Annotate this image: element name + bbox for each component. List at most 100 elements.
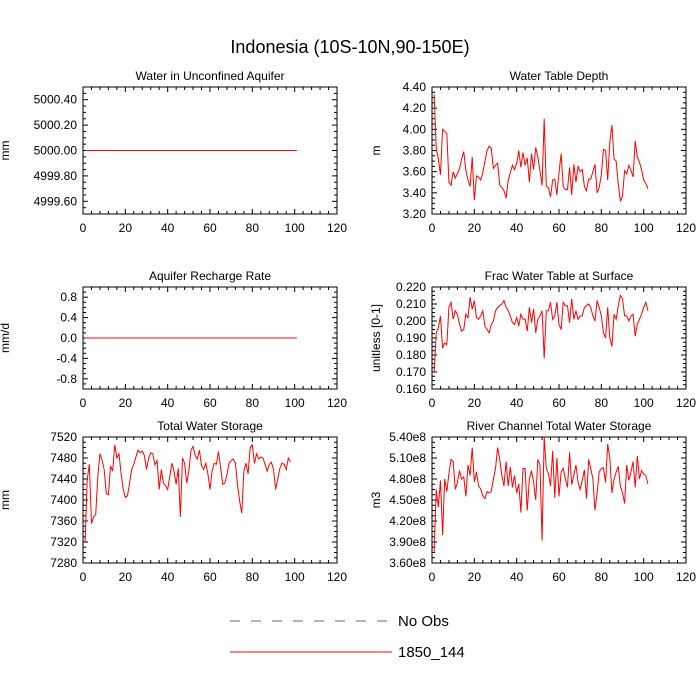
x-tick-label: 40 — [510, 396, 524, 410]
y-tick-label: 7480 — [50, 451, 77, 465]
y-tick-label: -0.8 — [56, 372, 77, 386]
y-tick-label: 4.20 — [403, 101, 427, 115]
x-tick-label: 60 — [552, 396, 566, 410]
y-tick-label: 0.8 — [60, 290, 77, 304]
panels: Water in Unconfined Aquifer 0 20 40 60 80 100 1… — [0, 69, 696, 584]
x-tick-label: 100 — [634, 396, 654, 410]
x-tick-label: 40 — [161, 221, 175, 235]
x-tick-label: 60 — [203, 396, 217, 410]
y-tick-label: 0.180 — [396, 348, 426, 362]
y-tick-label: 3.40 — [403, 186, 427, 200]
y-tick-label: -0.4 — [56, 351, 77, 365]
y-tick-label: 4.80e8 — [389, 472, 426, 486]
panel-title: Frac Water Table at Surface — [485, 269, 634, 283]
figure-title: Indonesia (10S-10N,90-150E) — [230, 37, 469, 57]
x-tick-label: 80 — [246, 396, 260, 410]
y-tick-label: 7400 — [50, 493, 77, 507]
y-tick-label: 0.210 — [396, 297, 426, 311]
x-tick-label: 100 — [285, 221, 305, 235]
panel-title: Total Water Storage — [157, 419, 263, 433]
y-tick-label: 7360 — [50, 514, 77, 528]
y-tick-label: 7440 — [50, 472, 77, 486]
legend: No Obs 1850_144 — [230, 613, 465, 661]
series-line-1850-144 — [433, 94, 649, 202]
x-tick-label: 60 — [552, 570, 566, 584]
y-tick-label: 5000.20 — [34, 118, 78, 132]
x-tick-label: 120 — [676, 396, 696, 410]
series-line-1850-144 — [433, 294, 649, 373]
x-tick-label: 20 — [119, 570, 133, 584]
panel-frac-water-table-at-surface: Frac Water Table at Surface 0 20 40 60 80 100 1… — [369, 269, 696, 410]
x-tick-label: 20 — [119, 396, 133, 410]
y-tick-label: 3.60 — [403, 165, 427, 179]
y-tick-label: 5000.00 — [34, 144, 78, 158]
y-tick-label: 0.170 — [396, 365, 426, 379]
panel-title: River Channel Total Water Storage — [467, 419, 652, 433]
series-line-1850-144 — [433, 436, 649, 553]
panel-river-channel-total-water-storage: River Channel Total Water Storage 0 20 40 60… — [369, 419, 696, 584]
panel-aquifer-recharge-rate: Aquifer Recharge Rate 0 20 40 60 80 100 120 -0.8… — [0, 269, 347, 410]
y-tick-label: 7520 — [50, 430, 77, 444]
y-tick-label: 3.80 — [403, 144, 427, 158]
plot-frame — [431, 86, 687, 215]
series-line-1850-144 — [84, 443, 291, 543]
x-tick-label: 0 — [80, 396, 87, 410]
x-tick-label: 0 — [80, 570, 87, 584]
x-tick-label: 120 — [327, 221, 347, 235]
x-tick-label: 120 — [676, 570, 696, 584]
y-tick-label: 4999.80 — [34, 169, 78, 183]
y-tick-label: 4.50e8 — [389, 493, 426, 507]
y-tick-label: 4.00 — [403, 122, 427, 136]
panel-water-in-unconfined-aquifer: Water in Unconfined Aquifer 0 20 40 60 80 100 1… — [0, 69, 347, 235]
x-tick-label: 0 — [429, 221, 436, 235]
x-tick-label: 40 — [161, 570, 175, 584]
y-tick-label: 7320 — [50, 535, 77, 549]
x-tick-label: 20 — [468, 396, 482, 410]
y-tick-label: 3.60e8 — [389, 556, 426, 570]
panel-water-table-depth: Water Table Depth 0 20 40 60 80 100 120 3.20 3.40… — [369, 69, 696, 235]
x-tick-label: 100 — [634, 221, 654, 235]
x-tick-label: 20 — [468, 221, 482, 235]
y-tick-label: 0.220 — [396, 280, 426, 294]
y-tick-label: 7280 — [50, 556, 77, 570]
y-axis-label: unitless [0-1] — [369, 304, 383, 372]
x-tick-label: 0 — [429, 570, 436, 584]
x-tick-label: 20 — [468, 570, 482, 584]
x-tick-label: 0 — [429, 396, 436, 410]
x-tick-label: 80 — [595, 396, 609, 410]
y-tick-label: 5000.40 — [34, 93, 78, 107]
y-tick-label: 3.90e8 — [389, 535, 426, 549]
plot-frame — [431, 286, 687, 390]
y-tick-label: 3.20 — [403, 207, 427, 221]
y-axis-label: mm/d — [0, 323, 12, 353]
x-tick-label: 20 — [119, 221, 133, 235]
x-tick-label: 120 — [327, 396, 347, 410]
y-axis-label: mm — [0, 490, 12, 510]
y-tick-label: 4.40 — [403, 80, 427, 94]
y-tick-label: 5.40e8 — [389, 430, 426, 444]
panel-total-water-storage: Total Water Storage 0 20 40 60 80 100 120 7280 73… — [0, 419, 347, 584]
y-tick-label: 0.200 — [396, 314, 426, 328]
y-axis-label: m — [369, 146, 383, 156]
y-tick-label: 0.160 — [396, 382, 426, 396]
x-tick-label: 80 — [595, 221, 609, 235]
x-tick-label: 100 — [285, 570, 305, 584]
y-tick-label: 5.10e8 — [389, 451, 426, 465]
x-tick-label: 60 — [203, 221, 217, 235]
x-tick-label: 80 — [246, 570, 260, 584]
x-tick-label: 40 — [510, 221, 524, 235]
panel-title: Aquifer Recharge Rate — [149, 269, 271, 283]
y-tick-label: 4.20e8 — [389, 514, 426, 528]
y-axis-label: m3 — [369, 491, 383, 508]
x-tick-label: 120 — [676, 221, 696, 235]
x-tick-label: 0 — [80, 221, 87, 235]
y-tick-label: 0.190 — [396, 331, 426, 345]
plot-frame — [431, 436, 687, 564]
y-tick-label: 0.0 — [60, 331, 77, 345]
x-tick-label: 40 — [510, 570, 524, 584]
panel-title: Water in Unconfined Aquifer — [136, 69, 285, 83]
x-tick-label: 80 — [595, 570, 609, 584]
y-axis-label: mm — [0, 141, 12, 161]
legend-label-no-obs: No Obs — [398, 613, 449, 630]
